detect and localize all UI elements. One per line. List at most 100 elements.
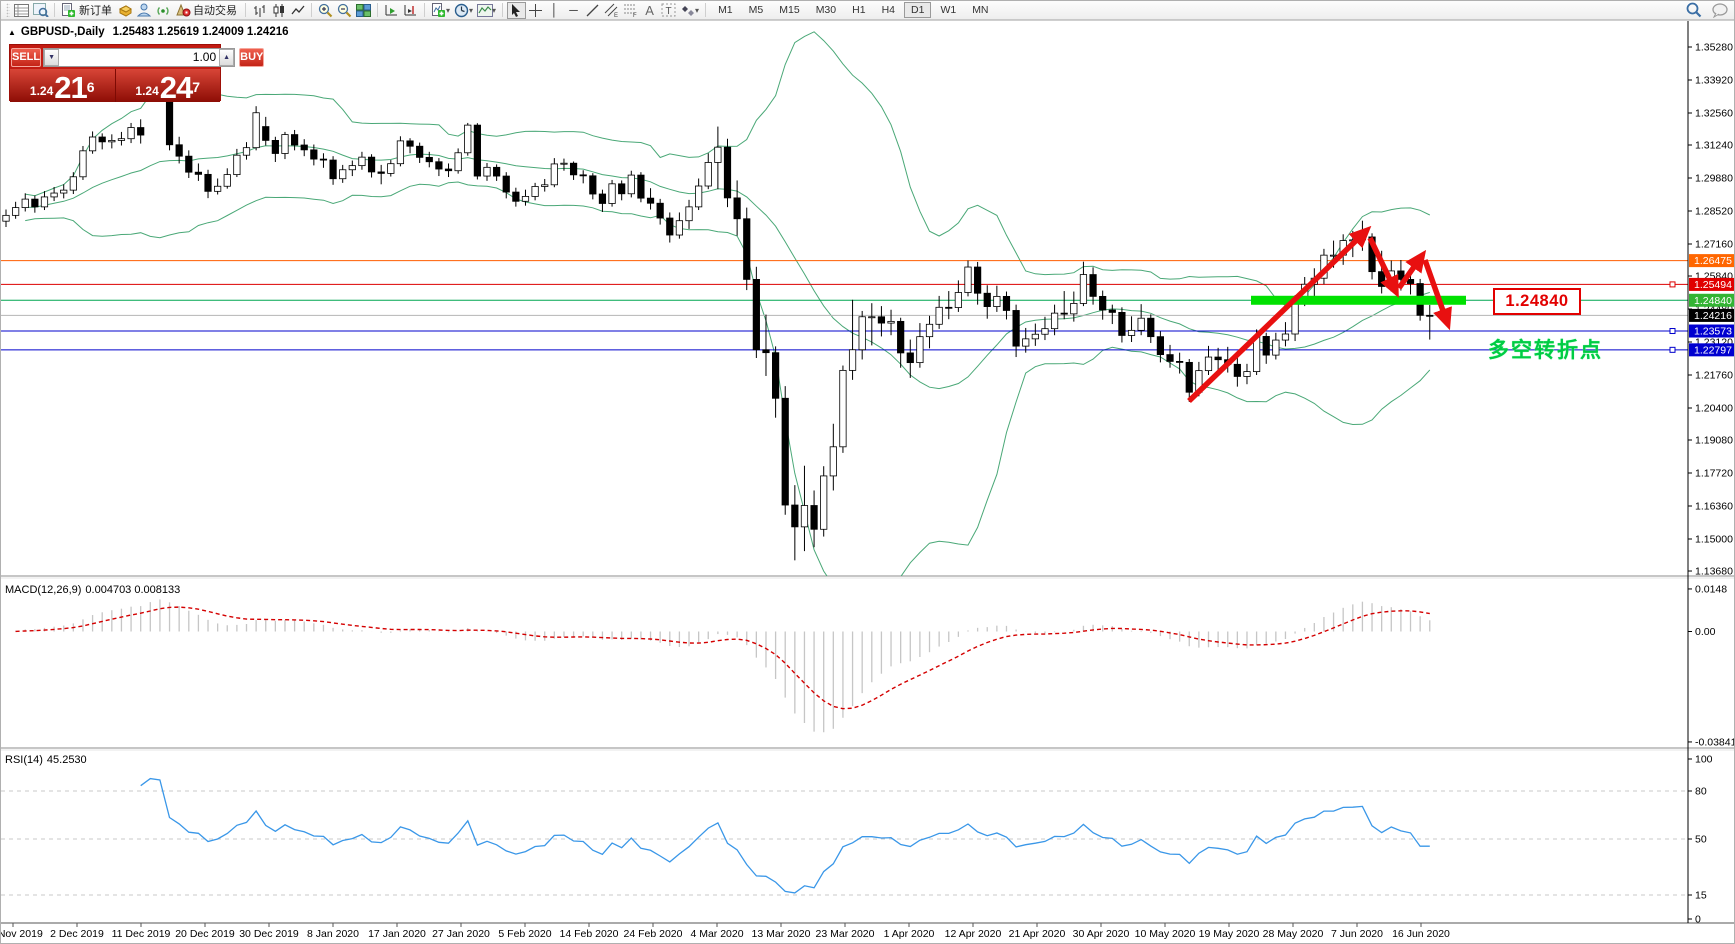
svg-text:7 Jun 2020: 7 Jun 2020 [1331, 928, 1383, 940]
search-icon[interactable] [1684, 2, 1703, 19]
date-axis[interactable]: 22 Nov 2019 2 Dec 2019 11 Dec 2019 20 Dec 2… [1, 923, 1450, 940]
trendline-icon[interactable] [583, 2, 602, 19]
rsi-indicator [1, 777, 1688, 896]
volume-input[interactable] [59, 48, 220, 66]
tf-m1[interactable]: M1 [718, 4, 733, 16]
crosshair-icon[interactable] [526, 2, 545, 19]
data-window-icon[interactable] [12, 2, 31, 19]
level-price-tag [1689, 293, 1734, 307]
svg-text:1.31240: 1.31240 [1695, 140, 1733, 152]
fibonacci-icon[interactable]: F [621, 2, 640, 19]
templates-icon[interactable] [475, 2, 494, 19]
tf-m15[interactable]: M15 [779, 4, 800, 16]
price-axis[interactable]: 1.35280 1.33920 1.32560 1.31240 1.29880 1.285… [1687, 21, 1735, 926]
macd-indicator [14, 599, 1431, 733]
collapse-panel-icon[interactable]: ▲ [8, 27, 16, 37]
svg-text:1.23573: 1.23573 [1694, 326, 1732, 338]
svg-text:1.21760: 1.21760 [1695, 369, 1733, 381]
chart-shift-icon[interactable] [401, 2, 420, 19]
text-label-icon[interactable]: T [659, 2, 678, 19]
tf-d1[interactable]: D1 [904, 2, 932, 18]
svg-text:16 Jun 2020: 16 Jun 2020 [1392, 928, 1450, 940]
svg-text:4 Mar 2020: 4 Mar 2020 [690, 928, 743, 940]
tile-windows-icon[interactable] [354, 2, 373, 19]
tf-w1[interactable]: W1 [940, 4, 957, 16]
market-icon[interactable] [116, 2, 135, 19]
svg-text:24 Feb 2020: 24 Feb 2020 [624, 928, 683, 940]
svg-text:28 May 2020: 28 May 2020 [1263, 928, 1324, 940]
svg-text:5 Feb 2020: 5 Feb 2020 [498, 928, 551, 940]
chat-icon[interactable] [1711, 2, 1730, 19]
svg-text:1.28520: 1.28520 [1695, 205, 1733, 217]
tf-h4[interactable]: H4 [881, 4, 895, 16]
svg-text:0.0148: 0.0148 [1695, 583, 1727, 595]
rsi-value: 45.2530 [46, 754, 87, 766]
chart-area: ▲ GBPUSD-,Daily 1.25483 1.25619 1.24009 … [1, 20, 1735, 943]
svg-text:20 Dec 2019: 20 Dec 2019 [175, 928, 235, 940]
chart-title: ▲ GBPUSD-,Daily 1.25483 1.25619 1.24009 … [8, 26, 289, 38]
periods-clock-icon[interactable] [452, 2, 471, 19]
channel-icon[interactable]: E [602, 2, 621, 19]
autotrading-icon[interactable] [173, 2, 192, 19]
svg-text:1.15000: 1.15000 [1695, 533, 1733, 545]
buy-price-pip: 7 [192, 79, 201, 95]
tf-h1[interactable]: H1 [852, 4, 866, 16]
volume-increase-button[interactable]: ▲ [219, 48, 235, 66]
svg-text:1.33920: 1.33920 [1695, 74, 1733, 86]
line-chart-icon[interactable] [288, 2, 307, 19]
svg-text:21 Apr 2020: 21 Apr 2020 [1009, 928, 1066, 940]
strategy-tester-icon[interactable] [31, 2, 50, 19]
auto-scroll-icon[interactable] [382, 2, 401, 19]
vertical-line-icon[interactable]: │ [550, 3, 559, 17]
line-handle[interactable] [1669, 346, 1676, 353]
level-price-tag [1689, 254, 1734, 268]
tf-m5[interactable]: M5 [748, 4, 764, 16]
svg-text:13 Mar 2020: 13 Mar 2020 [752, 928, 811, 940]
new-order-label[interactable]: 新订单 [79, 5, 112, 17]
svg-text:1.27160: 1.27160 [1695, 238, 1733, 250]
main-toolbar: 新订单 自动交易 ▾ ▾ ▾ │ ─ E F A T ▾ [1, 1, 1734, 20]
sell-price-main: 21 [54, 70, 87, 105]
svg-text:0.00: 0.00 [1695, 626, 1716, 638]
buy-price-display[interactable]: 1.24 24 7 [115, 69, 220, 103]
svg-text:12 Apr 2020: 12 Apr 2020 [945, 928, 1002, 940]
level-price-tag [1689, 277, 1734, 291]
horizontal-line-icon[interactable]: ─ [569, 3, 578, 17]
sell-price-display[interactable]: 1.24 21 6 [10, 69, 116, 105]
toolbar-grip[interactable] [6, 3, 10, 17]
sell-price-prefix: 1.24 [29, 84, 54, 98]
zoom-out-icon[interactable] [335, 2, 354, 19]
turning-point-label[interactable]: 多空转折点 [1488, 339, 1603, 362]
community-icon[interactable] [135, 2, 154, 19]
trend-arrows[interactable] [1187, 225, 1452, 403]
line-handle[interactable] [1669, 281, 1676, 288]
autotrading-label[interactable]: 自动交易 [193, 5, 237, 17]
line-handle[interactable] [1669, 328, 1676, 335]
svg-text:-0.038415: -0.038415 [1695, 736, 1735, 748]
support-zone-rectangle[interactable] [1251, 295, 1466, 305]
svg-text:T: T [666, 6, 672, 17]
svg-text:1.16360: 1.16360 [1695, 500, 1733, 512]
indicators-icon[interactable] [429, 2, 448, 19]
volume-decrease-button[interactable]: ▼ [44, 48, 60, 66]
tf-m30[interactable]: M30 [815, 4, 837, 16]
svg-text:1.26475: 1.26475 [1694, 255, 1732, 267]
price-text-label[interactable]: 1.24840 [1493, 288, 1581, 315]
cursor-icon[interactable] [507, 1, 527, 19]
zoom-in-icon[interactable] [316, 2, 335, 19]
buy-button[interactable]: BUY [239, 47, 265, 67]
macd-name: MACD(12,26,9) [5, 584, 82, 596]
candlestick-chart-icon[interactable] [269, 2, 288, 19]
svg-text:30 Dec 2019: 30 Dec 2019 [239, 928, 299, 940]
signals-icon[interactable] [154, 2, 173, 19]
new-order-icon[interactable] [59, 2, 78, 19]
current-price-tag [1689, 308, 1734, 322]
svg-text:8 Jan 2020: 8 Jan 2020 [307, 928, 359, 940]
tf-mn[interactable]: MN [972, 4, 989, 16]
sell-button[interactable]: SELL [11, 47, 42, 67]
text-icon[interactable]: A [645, 2, 654, 18]
rsi-name: RSI(14) [5, 754, 43, 766]
bar-chart-icon[interactable] [250, 2, 269, 19]
arrows-tool-icon[interactable] [678, 2, 697, 19]
